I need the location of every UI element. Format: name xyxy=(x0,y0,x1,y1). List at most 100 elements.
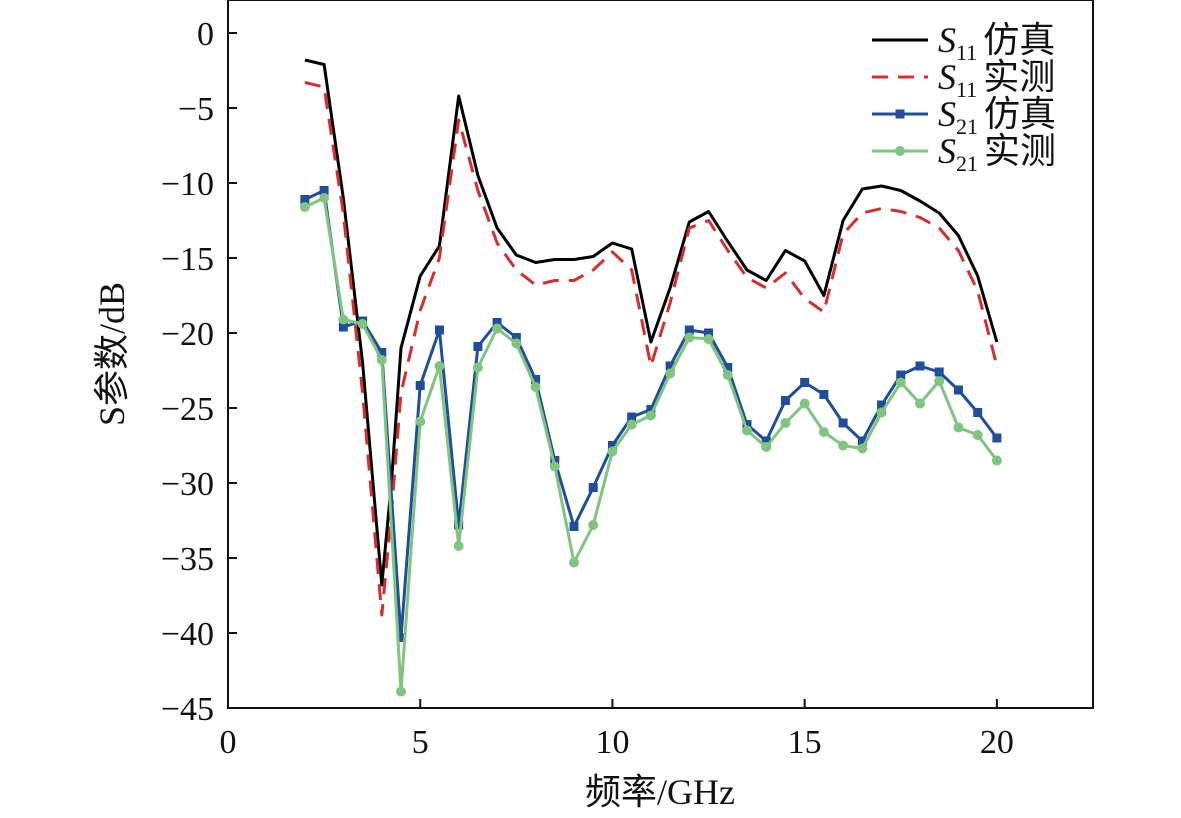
data-point-marker xyxy=(703,334,714,344)
y-tick-label: −15 xyxy=(161,241,214,278)
data-point-marker xyxy=(780,418,791,428)
data-point-marker xyxy=(357,319,368,329)
data-point-marker xyxy=(472,362,483,373)
data-point-marker xyxy=(838,418,848,428)
data-point-marker xyxy=(800,378,810,387)
data-point-marker xyxy=(742,425,752,436)
data-point-marker xyxy=(319,193,330,203)
legend-subscript: 11 xyxy=(956,40,977,65)
y-tick-label: −35 xyxy=(161,541,214,578)
data-point-marker xyxy=(319,186,329,195)
data-point-marker xyxy=(453,541,464,551)
data-point-marker xyxy=(377,348,387,357)
x-tick-label: 15 xyxy=(788,724,822,761)
data-point-marker xyxy=(895,377,906,388)
data-point-marker xyxy=(761,442,772,452)
data-point-marker xyxy=(876,407,887,418)
legend-item: S21 实测 xyxy=(872,131,1056,176)
legend-subscript: 21 xyxy=(956,114,978,139)
data-point-marker xyxy=(665,361,675,371)
x-tick-label: 0 xyxy=(220,724,237,761)
data-point-marker xyxy=(684,332,695,343)
series-1 xyxy=(304,81,999,617)
data-point-marker xyxy=(549,461,560,472)
data-point-marker xyxy=(819,390,829,399)
data-point-marker xyxy=(973,408,983,417)
data-point-marker xyxy=(991,455,1002,466)
legend-label: S21 实测 xyxy=(938,131,1056,176)
data-point-marker xyxy=(434,325,444,335)
data-point-marker xyxy=(569,557,579,568)
data-point-marker xyxy=(934,367,944,377)
series-3 xyxy=(299,193,1002,697)
data-point-marker xyxy=(300,195,310,204)
data-point-marker xyxy=(588,483,598,492)
series-layer xyxy=(299,58,1002,697)
data-point-marker xyxy=(530,382,541,392)
data-point-marker xyxy=(818,427,829,437)
data-point-marker xyxy=(607,441,617,450)
data-point-marker xyxy=(376,355,387,365)
data-point-marker xyxy=(434,361,445,371)
data-point-marker xyxy=(299,202,310,212)
data-point-marker xyxy=(972,430,983,440)
series-line xyxy=(304,81,999,617)
data-point-marker xyxy=(646,405,656,414)
y-tick-label: −10 xyxy=(161,166,214,203)
data-point-marker xyxy=(838,440,849,451)
data-point-marker xyxy=(915,398,925,409)
data-point-marker xyxy=(511,338,522,349)
data-point-marker xyxy=(396,633,406,642)
y-tick-label: −40 xyxy=(161,616,214,653)
legend-marker xyxy=(895,146,905,156)
legend-symbol: S xyxy=(938,57,956,97)
legend-item: S21 仿真 xyxy=(872,94,1056,139)
legend-symbol: S xyxy=(938,94,956,134)
legend-item: S11 仿真 xyxy=(872,20,1055,65)
data-point-marker xyxy=(934,376,945,386)
data-point-marker xyxy=(857,443,868,454)
data-point-marker xyxy=(857,436,867,446)
data-point-marker xyxy=(569,522,579,531)
data-point-marker xyxy=(953,385,963,395)
data-point-marker xyxy=(780,396,790,405)
data-point-marker xyxy=(742,420,752,429)
data-point-marker xyxy=(645,410,656,421)
x-tick-label: 20 xyxy=(980,724,1014,761)
data-point-marker xyxy=(953,422,964,433)
data-point-marker xyxy=(492,318,502,327)
legend-suffix: 实测 xyxy=(984,131,1056,171)
legend-label: S11 实测 xyxy=(938,57,1055,102)
data-point-marker xyxy=(627,412,637,422)
y-tick-label: 0 xyxy=(197,16,214,53)
y-axis: 0 −5 −10 −15 −20 −25 −30 −35 −40 −45 xyxy=(161,16,237,728)
x-tick-label: 10 xyxy=(595,724,629,761)
legend-label: S21 仿真 xyxy=(938,94,1056,139)
y-tick-label: −5 xyxy=(178,91,214,128)
legend-suffix: 仿真 xyxy=(984,94,1056,134)
data-point-marker xyxy=(723,363,733,372)
plot-frame xyxy=(227,0,1094,709)
y-axis-title: S参数/dB xyxy=(92,282,132,426)
data-point-marker xyxy=(626,419,637,430)
legend-marker xyxy=(895,109,905,119)
legend-label: S11 仿真 xyxy=(938,20,1055,65)
data-point-marker xyxy=(896,370,906,380)
series-line xyxy=(304,58,999,587)
data-point-marker xyxy=(684,325,694,335)
series-0 xyxy=(304,58,999,587)
data-point-marker xyxy=(607,446,618,457)
data-point-marker xyxy=(454,520,464,530)
data-point-marker xyxy=(588,520,599,530)
data-point-marker xyxy=(415,381,425,390)
data-point-marker xyxy=(338,314,349,325)
legend-symbol: S xyxy=(938,20,956,60)
data-point-marker xyxy=(722,370,733,380)
x-axis-title: 频率/GHz xyxy=(585,772,735,812)
x-tick-label: 5 xyxy=(412,724,429,761)
data-point-marker xyxy=(704,328,714,338)
data-point-marker xyxy=(665,368,676,379)
data-point-marker xyxy=(511,333,521,342)
